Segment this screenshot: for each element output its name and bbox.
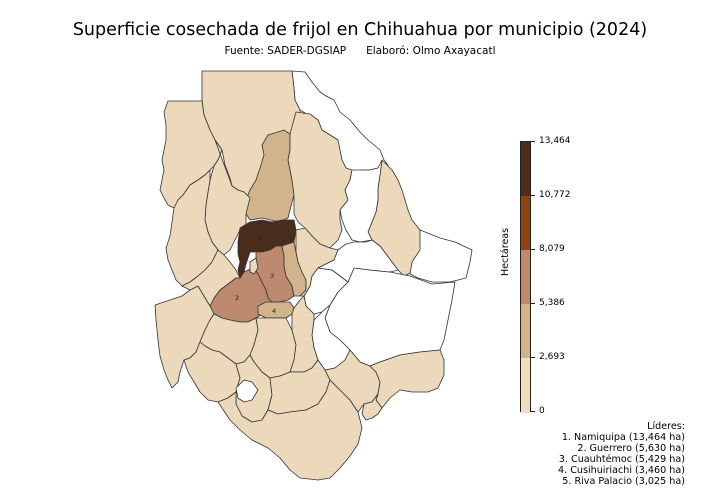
municipality-east-empty-1 <box>409 229 473 283</box>
colorbar-tick <box>531 141 535 142</box>
municipality-ne-large <box>287 111 353 249</box>
colorbar-label: Hectáreas <box>500 227 511 276</box>
colorbar-segment-4 <box>521 196 530 250</box>
colorbar-segment-3 <box>521 250 530 304</box>
leader-item: 4. Cusihuiriachi (3,460 ha) <box>558 465 685 476</box>
municipality-sw-empty <box>235 379 259 403</box>
leader-item: 3. Cuauhtémoc (5,429 ha) <box>558 454 685 465</box>
colorbar-tick-label: 2,693 <box>539 352 565 362</box>
municipality-far-east-empty <box>339 159 383 243</box>
colorbar-segment-1 <box>521 358 530 413</box>
chart-subtitle: Fuente: SADER-DGSIAP Elaboró: Olmo Axaya… <box>224 45 496 57</box>
municipality-sw-2 <box>181 249 241 307</box>
municipality-cw-2 <box>165 169 219 287</box>
colorbar-tick-label: 0 <box>539 406 545 416</box>
leaders-list: Líderes: 1. Namiquipa (13,464 ha) 2. Gue… <box>558 421 685 487</box>
colorbar-tick <box>531 249 535 250</box>
colorbar-tick-label: 13,464 <box>539 136 571 146</box>
label-3: 3 <box>270 272 274 280</box>
leader-item: 2. Guerrero (5,630 ha) <box>577 443 685 454</box>
municipality-small-empty <box>249 257 259 275</box>
leaders-heading: Líderes: <box>647 421 685 432</box>
municipality-se-2 <box>369 349 445 409</box>
colorbar-tick <box>531 357 535 358</box>
label-2: 2 <box>235 294 239 302</box>
colorbar-tick-label: 8,079 <box>539 244 565 254</box>
municipality-center-east <box>295 227 339 297</box>
municipality-central-east-empty <box>317 239 399 283</box>
colorbar-segment-5 <box>521 142 530 196</box>
colorbar-tick <box>531 303 535 304</box>
colorbar-tick-label: 5,386 <box>539 298 565 308</box>
label-1: 1 <box>258 234 262 242</box>
colorbar-tick <box>531 195 535 196</box>
colorbar-segment-2 <box>521 304 530 358</box>
municipality-se-3 <box>361 393 383 421</box>
chart-title: Superficie cosechada de frijol en Chihua… <box>72 20 648 40</box>
leader-item: 5. Riva Palacio (3,025 ha) <box>562 476 685 487</box>
colorbar-tick-label: 10,772 <box>539 190 571 200</box>
label-4: 4 <box>272 307 276 315</box>
leader-item: 1. Namiquipa (13,464 ha) <box>561 432 685 443</box>
colorbar-tick <box>531 411 535 412</box>
municipality-s-central-2 <box>289 295 319 373</box>
colorbar <box>520 141 531 413</box>
